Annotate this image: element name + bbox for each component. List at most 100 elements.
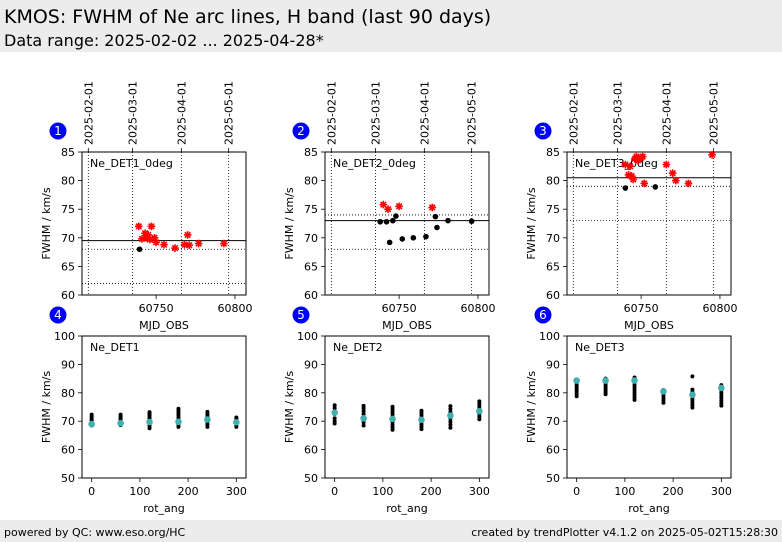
panel-3-flagged-point-d2 <box>639 153 646 160</box>
panel-1-flagged-point-d2 <box>220 240 228 247</box>
panel-3-ytick-label: 80 <box>546 175 560 188</box>
panel-5-data <box>331 399 483 432</box>
panel-5-ytick-label: 50 <box>304 472 318 485</box>
panel-3-date-label: 2025-02-01 <box>567 81 580 145</box>
panel-4-data-point <box>205 409 210 414</box>
panel-3-date-label: 2025-03-01 <box>611 81 624 145</box>
panel-2-data-point <box>468 218 475 225</box>
panel-1-ytick-label: 60 <box>61 289 75 302</box>
panel-2-xtick-label: 60800 <box>460 302 495 315</box>
panel-3-flagged-point-d2 <box>626 162 634 170</box>
panel-3-flagged-point-d2 <box>625 171 632 179</box>
panel-2-date-label: 2025-02-01 <box>325 81 338 145</box>
panel-2-axes-frame <box>324 151 490 296</box>
panel-2-data-point <box>383 218 390 225</box>
panel-5-ytick-label: 90 <box>304 358 318 371</box>
panel-5-mean-marker <box>389 415 396 423</box>
panel-4-mean-marker <box>88 420 95 428</box>
panel-3-ytick-label: 70 <box>546 232 560 245</box>
panel-4-data <box>88 406 240 431</box>
panel-5-xtick-label: 100 <box>372 485 393 498</box>
panel-2-data-point <box>399 236 406 242</box>
panel-4-ytick-label: 70 <box>61 415 75 428</box>
panel-2-flagged-point-d2 <box>384 205 392 213</box>
panel-1-flagged-point-d2 <box>160 241 168 248</box>
panel-4-xtick-label: 200 <box>178 485 199 498</box>
panel-2-ytick-label: 80 <box>304 175 318 188</box>
panel-3-date-label: 2025-05-01 <box>708 81 721 145</box>
data-range-subtitle: Data range: 2025-02-02 ... 2025-04-28* <box>4 31 324 50</box>
panel-1-flagged-point-d2 <box>144 231 152 239</box>
panel-4-ylabel: FWHM / km/s <box>40 371 53 443</box>
panel-2-ytick-label: 75 <box>304 203 318 216</box>
panel-2-flagged-point <box>384 205 392 213</box>
panel-6-badge-number: 6 <box>539 308 547 322</box>
panel-5-ytick-label: 70 <box>304 415 318 428</box>
panel-3-date-label: 2025-04-01 <box>660 81 673 145</box>
panel-6-data <box>573 374 725 410</box>
panel-2-data-point <box>434 224 440 231</box>
panel-5-mean-marker <box>360 415 367 422</box>
panel-4-data-point <box>234 415 239 420</box>
panel-6-mean-marker <box>573 377 580 384</box>
panel-6-ytick-label: 60 <box>546 444 560 457</box>
panel-1-flagged-point <box>152 238 160 247</box>
panel-6-xtick-label: 100 <box>614 485 635 498</box>
panel-1-ytick-label: 65 <box>61 260 75 273</box>
panel-3-flagged-point <box>662 160 671 169</box>
panel-4-data-point <box>147 410 152 415</box>
panel-5-xlabel: rot_ang <box>386 502 428 515</box>
panel-2-flagged-point-d2 <box>395 203 403 210</box>
panel-1-xtick-label: 60750 <box>139 302 174 315</box>
panel-2-badge <box>292 122 310 140</box>
panel-6-mean-marker <box>602 377 609 384</box>
panel-4-data-point <box>176 406 181 411</box>
panel-1-xlabel: MJD_OBS <box>139 319 189 332</box>
panel-2-data-point <box>423 233 429 240</box>
panel-5-data-point <box>361 403 366 408</box>
panel-2-date-label: 2025-04-01 <box>418 81 431 145</box>
panel-5-data-point <box>332 419 337 424</box>
panel-3-xtick-label: 60800 <box>702 302 737 315</box>
panel-2-xtick-label: 60750 <box>382 302 417 315</box>
panel-3-data <box>622 184 659 191</box>
panel-2-ytick-label: 70 <box>304 232 318 245</box>
panel-6-data-point <box>690 374 695 379</box>
panel-6-ytick-label: 50 <box>546 472 560 485</box>
header-bar <box>0 0 782 52</box>
footer-bar <box>0 520 782 542</box>
panel-5-ytick-label: 100 <box>297 330 318 343</box>
panel-4-xtick-label: 300 <box>226 485 247 498</box>
panel-1-flagged-point <box>220 239 228 248</box>
panel-3-flagged-point <box>668 169 677 177</box>
panel-1-date-label: 2025-03-01 <box>126 81 139 145</box>
panel-1-ytick-label: 75 <box>61 203 75 216</box>
panel-1-ytick-label: 85 <box>61 146 75 159</box>
panel-6-xtick-label: 0 <box>573 485 580 498</box>
panel-3-ytick-label: 60 <box>546 289 560 302</box>
panel-1-flagged-point-d2 <box>151 234 158 242</box>
panel-1-axes-frame <box>81 151 247 296</box>
panel-2-date-label: 2025-05-01 <box>466 81 479 145</box>
panel-4-mean-marker <box>146 418 153 426</box>
panel-1-date-label: 2025-04-01 <box>175 81 188 145</box>
panel-5-data-point <box>361 423 366 428</box>
panel-1-flagged-point-d2 <box>171 244 179 252</box>
panel-1-xtick-label: 60800 <box>217 302 252 315</box>
panel-2-data-point <box>390 217 396 224</box>
panel-1-flagged-point <box>160 240 168 249</box>
panel-5-data-point <box>332 406 337 411</box>
panel-4-xtick-label: 100 <box>129 485 150 498</box>
panel-2-ylabel: FWHM / km/s <box>283 187 296 259</box>
panel-1-ylabel: FWHM / km/s <box>40 187 53 259</box>
panel-1-flagged-point <box>134 222 143 231</box>
panel-5-mean-marker <box>476 407 483 415</box>
panel-1-label: Ne_DET1_0deg <box>90 157 173 170</box>
panel-2-data-point <box>410 235 417 241</box>
panel-5-mean-marker <box>447 412 454 419</box>
panel-2-data <box>377 213 475 246</box>
panel-5-ytick-label: 80 <box>304 387 318 400</box>
panel-6-ytick-label: 70 <box>546 415 560 428</box>
panel-3-flagged-point <box>640 179 649 188</box>
